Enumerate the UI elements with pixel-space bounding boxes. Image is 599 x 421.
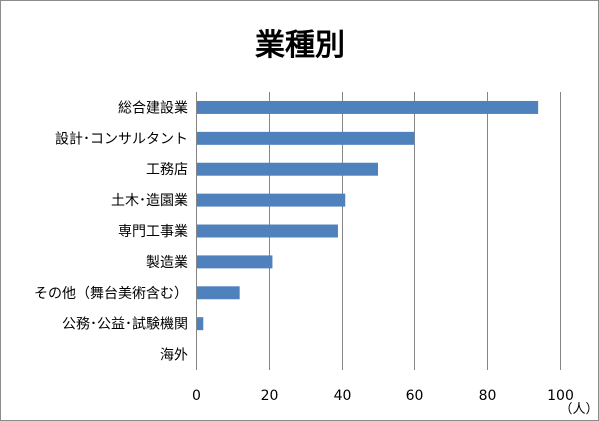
x-tick-label: 100 <box>547 388 574 404</box>
category-label: 設計･コンサルタント <box>55 131 188 147</box>
x-tick-label: 80 <box>479 388 497 404</box>
category-label: 専門工事業 <box>118 224 188 240</box>
category-label: 海外 <box>160 348 188 364</box>
x-tick-label: 20 <box>261 388 279 404</box>
bar <box>197 193 346 207</box>
bar <box>197 286 240 300</box>
bar <box>197 162 378 176</box>
x-tick-label: 0 <box>192 388 201 404</box>
bar <box>197 131 415 145</box>
category-label: 工務店 <box>146 162 188 178</box>
category-label: その他（舞台美術含む） <box>34 286 188 302</box>
bar <box>197 100 539 114</box>
bars <box>197 100 539 331</box>
x-axis-unit: （人） <box>559 402 598 417</box>
category-label: 製造業 <box>146 255 188 271</box>
category-labels: 総合建設業設計･コンサルタント工務店土木･造園業専門工事業製造業その他（舞台美術… <box>34 100 188 363</box>
x-tick-label: 60 <box>406 388 424 404</box>
bar <box>197 224 338 238</box>
category-label: 公務･公益･試験機関 <box>62 317 188 333</box>
x-tick-label: 40 <box>334 388 352 404</box>
category-label: 土木･造園業 <box>111 193 188 209</box>
chart-title: 業種別 <box>255 28 345 63</box>
category-label: 総合建設業 <box>118 100 188 116</box>
bar <box>197 255 273 269</box>
x-axis-tick-labels: 0 20 40 60 80 100 <box>192 388 574 404</box>
bar <box>197 317 204 331</box>
